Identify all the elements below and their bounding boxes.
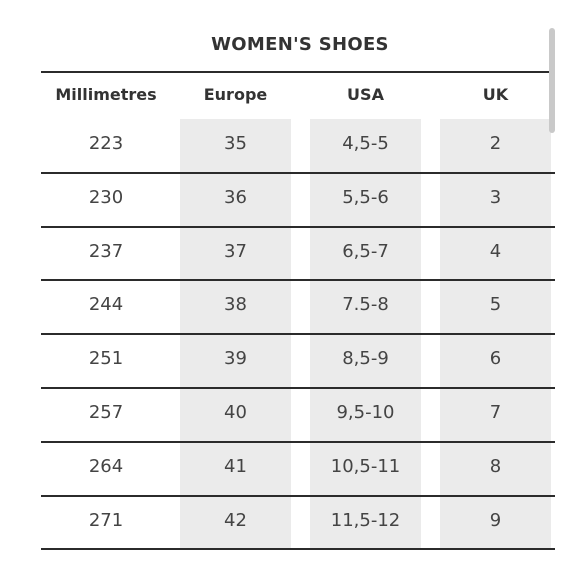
cell-europe: 35 (224, 133, 247, 154)
header-millimetres: Millimetres (55, 85, 157, 104)
row-divider (41, 226, 555, 228)
cell-uk: 3 (489, 186, 502, 208)
cell-usa: 4,5-5 (342, 133, 389, 154)
cell-europe: 41 (224, 455, 247, 477)
cell-usa: 5,5-6 (342, 186, 389, 208)
cell-usa: 9,5-10 (336, 402, 395, 423)
cell-uk: 8 (489, 455, 502, 477)
row-divider (41, 495, 555, 497)
cell-uk: 2 (489, 133, 502, 154)
cell-uk: 6 (489, 348, 502, 370)
cell-usa: 6,5-7 (342, 240, 389, 262)
row-divider (41, 441, 555, 443)
row-divider (41, 172, 555, 174)
cell-europe: 40 (224, 402, 247, 423)
cell-usa: 8,5-9 (342, 348, 389, 370)
row-divider (41, 279, 555, 281)
table-top-rule (41, 71, 555, 73)
cell-europe: 39 (224, 348, 247, 370)
cell-uk: 7 (489, 402, 502, 423)
cell-millimetres: 237 (88, 240, 124, 262)
cell-europe: 36 (224, 186, 247, 208)
cell-europe: 42 (224, 509, 247, 531)
cell-usa: 10,5-11 (330, 455, 401, 477)
cell-millimetres: 264 (88, 455, 124, 477)
cell-europe: 38 (224, 294, 247, 316)
row-divider (41, 548, 555, 550)
cell-millimetres: 271 (88, 509, 124, 531)
cell-millimetres: 223 (88, 133, 124, 154)
chart-title: WOMEN'S SHOES (211, 34, 389, 55)
cell-millimetres: 251 (88, 348, 124, 370)
cell-uk: 4 (489, 240, 502, 262)
cell-usa: 7.5-8 (342, 294, 389, 316)
scrollbar-thumb[interactable] (549, 28, 555, 133)
header-usa: USA (347, 85, 384, 104)
cell-usa: 11,5-12 (330, 509, 401, 531)
cell-millimetres: 230 (88, 186, 124, 208)
cell-europe: 37 (224, 240, 247, 262)
cell-millimetres: 257 (88, 402, 124, 423)
cell-uk: 9 (489, 509, 502, 531)
header-uk: UK (482, 85, 509, 104)
header-europe: Europe (203, 85, 268, 104)
row-divider (41, 333, 555, 335)
cell-uk: 5 (489, 294, 502, 316)
row-divider (41, 387, 555, 389)
cell-millimetres: 244 (88, 294, 124, 316)
